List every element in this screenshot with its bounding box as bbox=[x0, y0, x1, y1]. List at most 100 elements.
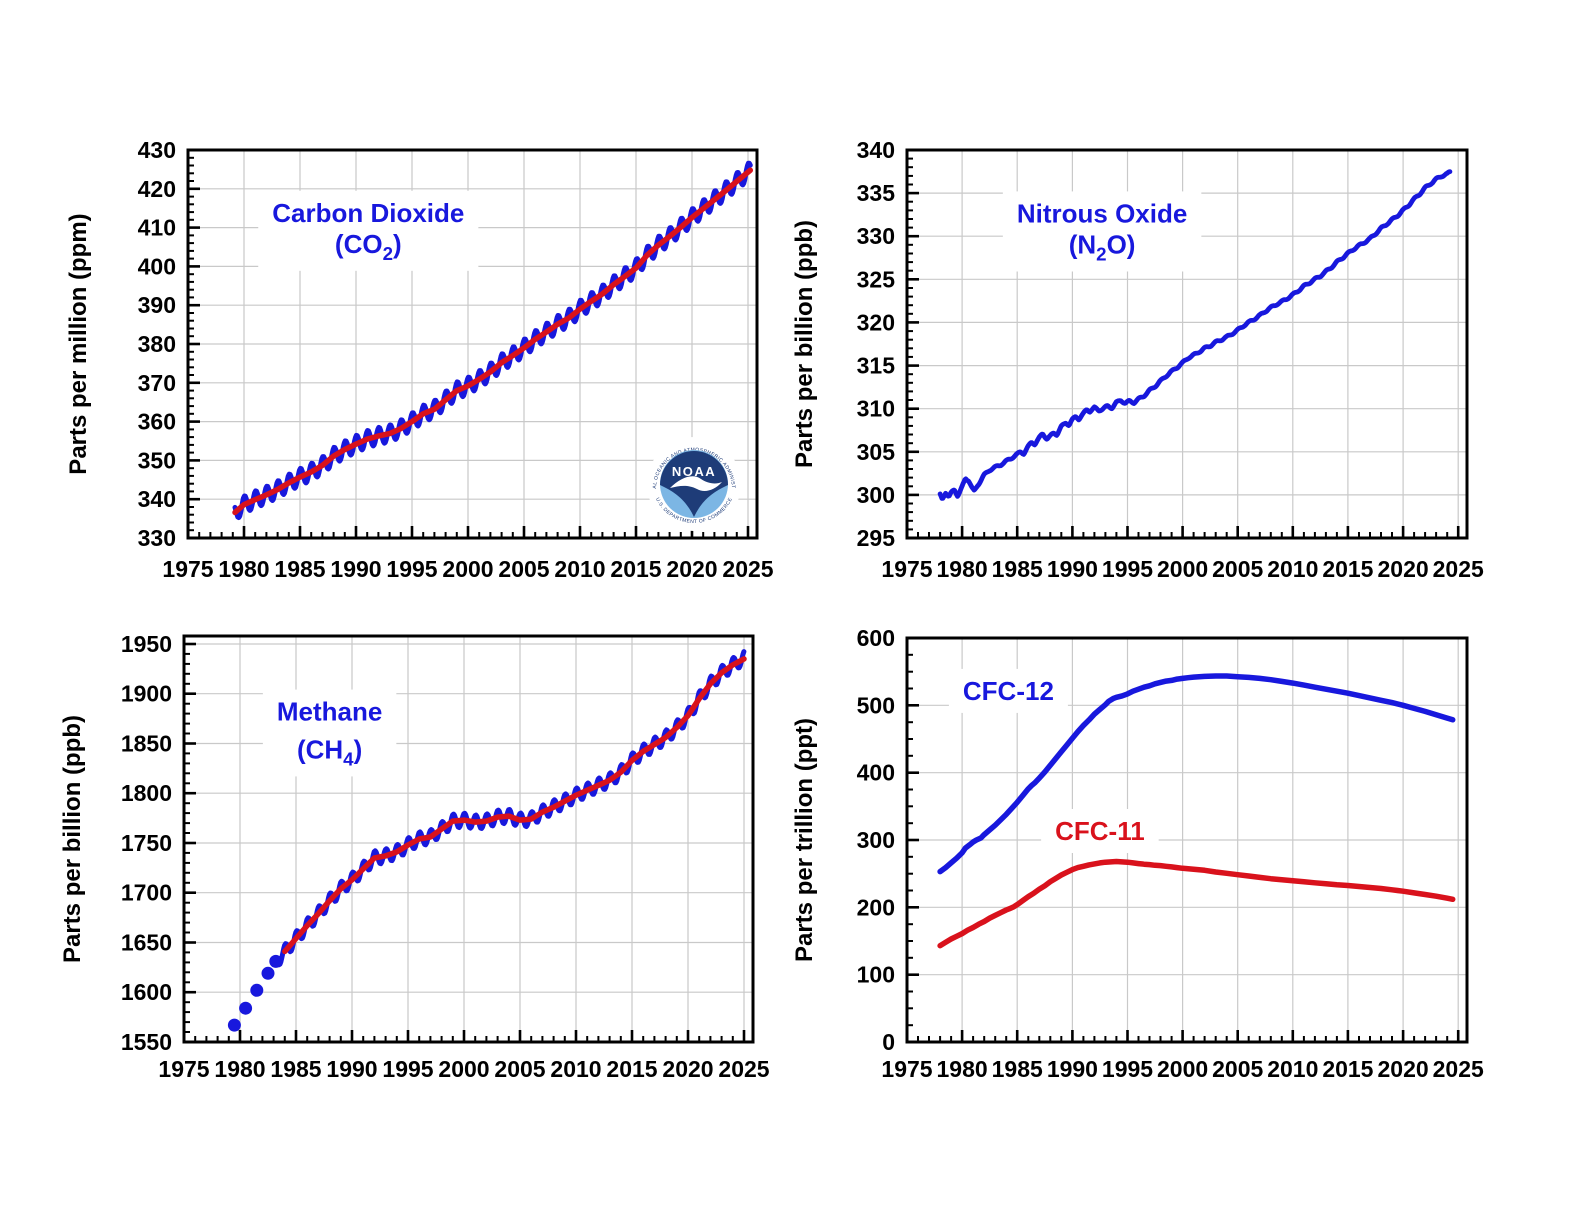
svg-text:2000: 2000 bbox=[442, 556, 493, 582]
svg-text:1850: 1850 bbox=[121, 731, 172, 757]
svg-text:Carbon Dioxide: Carbon Dioxide bbox=[272, 198, 464, 228]
svg-text:2010: 2010 bbox=[1267, 556, 1318, 582]
svg-text:1750: 1750 bbox=[121, 830, 172, 856]
noaa-logo-gull-icon bbox=[670, 476, 722, 491]
svg-text:2025: 2025 bbox=[718, 1056, 769, 1082]
svg-text:2025: 2025 bbox=[1433, 1056, 1484, 1082]
cfc-series bbox=[937, 673, 1456, 949]
svg-text:1995: 1995 bbox=[382, 1056, 433, 1082]
svg-text:390: 390 bbox=[138, 292, 176, 318]
svg-text:350: 350 bbox=[138, 447, 176, 473]
svg-text:2020: 2020 bbox=[1378, 556, 1429, 582]
chart-label: Carbon Dioxide(CO2) bbox=[258, 190, 479, 271]
svg-text:1975: 1975 bbox=[881, 1056, 932, 1082]
label-backdrop bbox=[258, 190, 479, 271]
svg-text:1650: 1650 bbox=[121, 930, 172, 956]
co2-ticks bbox=[186, 156, 750, 538]
co2-series bbox=[232, 160, 754, 521]
svg-text:2005: 2005 bbox=[494, 1056, 545, 1082]
svg-text:1975: 1975 bbox=[881, 556, 932, 582]
ch4-early-annual-means bbox=[227, 954, 283, 1032]
svg-text:(CH4): (CH4) bbox=[297, 734, 362, 769]
svg-text:370: 370 bbox=[138, 370, 176, 396]
label-backdrop bbox=[262, 689, 397, 777]
svg-text:1975: 1975 bbox=[158, 1056, 209, 1082]
svg-text:2000: 2000 bbox=[1157, 1056, 1208, 1082]
svg-text:310: 310 bbox=[857, 396, 895, 422]
svg-text:2010: 2010 bbox=[1267, 1056, 1318, 1082]
svg-text:1995: 1995 bbox=[1102, 1056, 1153, 1082]
svg-text:1980: 1980 bbox=[218, 556, 269, 582]
n2o-series bbox=[937, 169, 1453, 501]
svg-text:1985: 1985 bbox=[992, 1056, 1043, 1082]
chart-ch4: 1975 1980 1985 1990 1995 2000 2005 2010 2015 2020… bbox=[59, 631, 770, 1082]
ch4-ticks bbox=[182, 642, 746, 1042]
cfc11-monthly-mean bbox=[937, 858, 1456, 949]
svg-text:410: 410 bbox=[138, 215, 176, 241]
svg-text:2010: 2010 bbox=[550, 1056, 601, 1082]
svg-text:100: 100 bbox=[857, 962, 895, 988]
svg-text:1980: 1980 bbox=[937, 1056, 988, 1082]
svg-text:Methane: Methane bbox=[277, 697, 382, 727]
svg-text:1985: 1985 bbox=[274, 556, 325, 582]
svg-text:2010: 2010 bbox=[554, 556, 605, 582]
svg-text:1990: 1990 bbox=[326, 1056, 377, 1082]
svg-text:2020: 2020 bbox=[1378, 1056, 1429, 1082]
svg-text:400: 400 bbox=[138, 253, 176, 279]
n2o-plot-border bbox=[905, 148, 1469, 540]
svg-text:1990: 1990 bbox=[1047, 1056, 1098, 1082]
svg-text:1800: 1800 bbox=[121, 780, 172, 806]
chart-label: CFC-11 bbox=[1041, 809, 1159, 853]
svg-text:300: 300 bbox=[857, 482, 895, 508]
svg-text:2015: 2015 bbox=[606, 1056, 657, 1082]
cfc12-monthly-mean bbox=[937, 673, 1456, 875]
ch4-y-axis-title: Parts per billion (ppb) bbox=[59, 715, 86, 963]
svg-text:2015: 2015 bbox=[610, 556, 661, 582]
svg-text:335: 335 bbox=[857, 180, 896, 206]
ch4-x-tick-labels: 1975 1980 1985 1990 1995 2000 2005 2010 2015 2020… bbox=[158, 1056, 769, 1082]
svg-text:315: 315 bbox=[857, 353, 896, 379]
svg-text:1995: 1995 bbox=[1102, 556, 1153, 582]
ch4-plot-border bbox=[182, 634, 755, 1044]
cfc-x-tick-labels: 1975 1980 1985 1990 1995 2000 2005 2010 2015 2020… bbox=[881, 1056, 1484, 1082]
svg-text:2005: 2005 bbox=[498, 556, 549, 582]
svg-text:1550: 1550 bbox=[121, 1029, 172, 1055]
svg-text:1980: 1980 bbox=[214, 1056, 265, 1082]
svg-text:1985: 1985 bbox=[270, 1056, 321, 1082]
svg-text:1600: 1600 bbox=[121, 979, 172, 1005]
svg-text:340: 340 bbox=[138, 486, 176, 512]
noaa-logo: NATIONAL OCEANIC AND ATMOSPHERIC ADMINIS… bbox=[647, 437, 741, 531]
svg-text:2020: 2020 bbox=[662, 1056, 713, 1082]
svg-text:Nitrous Oxide: Nitrous Oxide bbox=[1017, 198, 1187, 228]
svg-text:1990: 1990 bbox=[1047, 556, 1098, 582]
ch4-deseasonalized-trend bbox=[282, 656, 747, 955]
svg-text:1995: 1995 bbox=[386, 556, 437, 582]
svg-text:500: 500 bbox=[857, 692, 895, 718]
svg-text:2025: 2025 bbox=[1433, 556, 1484, 582]
svg-text:295: 295 bbox=[857, 525, 896, 551]
svg-text:(N2O): (N2O) bbox=[1069, 230, 1136, 265]
svg-text:CFC-11: CFC-11 bbox=[1055, 816, 1145, 846]
svg-text:CFC-12: CFC-12 bbox=[963, 676, 1054, 706]
svg-text:305: 305 bbox=[857, 439, 896, 465]
svg-text:(CO2): (CO2) bbox=[335, 229, 402, 264]
label-backdrop bbox=[1041, 809, 1159, 853]
n2o-y-axis-title: Parts per billion (ppb) bbox=[791, 220, 818, 468]
svg-text:325: 325 bbox=[857, 266, 896, 292]
svg-text:1990: 1990 bbox=[330, 556, 381, 582]
co2-x-tick-labels: 1975 1980 1985 1990 1995 2000 2005 2010 2015 2020… bbox=[162, 556, 773, 582]
svg-text:2005: 2005 bbox=[1212, 556, 1263, 582]
n2o-x-tick-labels: 1975 1980 1985 1990 1995 2000 2005 2010 2015 2020… bbox=[881, 556, 1484, 582]
n2o-ticks bbox=[905, 157, 1460, 538]
svg-text:430: 430 bbox=[138, 137, 176, 163]
svg-text:2005: 2005 bbox=[1212, 1056, 1263, 1082]
svg-text:420: 420 bbox=[138, 176, 176, 202]
n2o-y-tick-labels: 295 300 305 310 315 320 325 330 335 340 bbox=[857, 137, 896, 551]
svg-text:200: 200 bbox=[857, 894, 895, 920]
svg-text:330: 330 bbox=[857, 223, 895, 249]
co2-deseasonalized-trend bbox=[232, 167, 754, 516]
chart-cfc: 1975 1980 1985 1990 1995 2000 2005 2010 2015 2020… bbox=[791, 625, 1484, 1082]
chart-label: Methane (CH4) bbox=[262, 689, 397, 777]
svg-text:380: 380 bbox=[138, 331, 176, 357]
